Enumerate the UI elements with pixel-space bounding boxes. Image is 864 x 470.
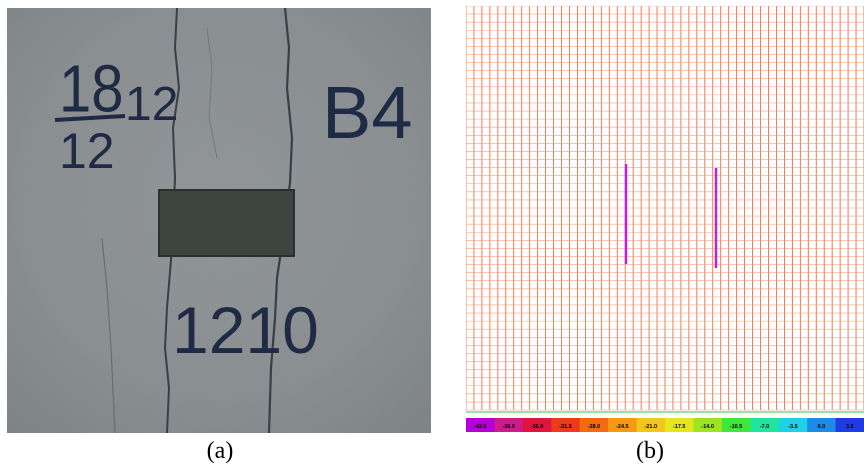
crack-bands — [624, 164, 718, 268]
fraction-top: 18 — [59, 52, 124, 127]
legend-tick: -35.0 — [531, 424, 544, 430]
bottom-number: 1210 — [172, 293, 319, 367]
legend-swatch — [778, 418, 808, 432]
fraction-bar — [54, 114, 126, 122]
legend-swatch — [665, 418, 694, 432]
legend-swatch — [807, 418, 837, 432]
dark-patch — [158, 189, 295, 257]
legend-swatch — [721, 418, 751, 432]
caption-a: (a) — [206, 438, 234, 464]
legend-tick: -10.5 — [730, 424, 743, 430]
legend-swatch — [750, 418, 780, 432]
legend-tick: -38.5 — [502, 424, 515, 430]
legend-swatch — [693, 418, 723, 432]
fraction-bottom: 12 — [59, 123, 115, 179]
legend-swatch — [579, 418, 609, 432]
legend-tick: -3.5 — [788, 424, 797, 430]
legend-swatch — [522, 418, 552, 432]
legend-tick: -42.0 — [474, 424, 487, 430]
crack-faint-mid — [206, 27, 218, 159]
legend-tick: -28.0 — [588, 424, 601, 430]
simulation-mesh: -42.0 -38.5 -35.0 -31.5 -28.0 -24.5 -21.0 -17.5… — [466, 6, 864, 434]
legend-tick: -14.0 — [701, 424, 714, 430]
legend-swatch — [466, 418, 495, 432]
caption-b: (b) — [636, 438, 664, 464]
specimen-id: B4 — [322, 71, 413, 154]
legend-swatch — [835, 418, 864, 432]
crack-faint-left — [101, 237, 116, 433]
legend-swatch — [494, 418, 524, 432]
legend-tick: -7.0 — [760, 424, 769, 430]
specimen-photo: 18 12 12 B4 1210 — [7, 8, 431, 433]
legend-swatch — [608, 418, 638, 432]
legend-tick: -21.0 — [645, 424, 658, 430]
legend-tick: 3.5 — [846, 424, 854, 430]
legend-tick: 0.0 — [818, 424, 826, 430]
side-number: 12 — [125, 78, 178, 131]
legend-tick: -24.5 — [616, 424, 629, 430]
color-legend: -42.0 -38.5 -35.0 -31.5 -28.0 -24.5 -21.0 -17.5… — [466, 418, 864, 432]
mesh-grid — [466, 6, 864, 411]
legend-swatch — [551, 418, 581, 432]
legend-tick: -31.5 — [559, 424, 572, 430]
legend-tick: -17.5 — [673, 424, 686, 430]
legend-swatch — [636, 418, 666, 432]
